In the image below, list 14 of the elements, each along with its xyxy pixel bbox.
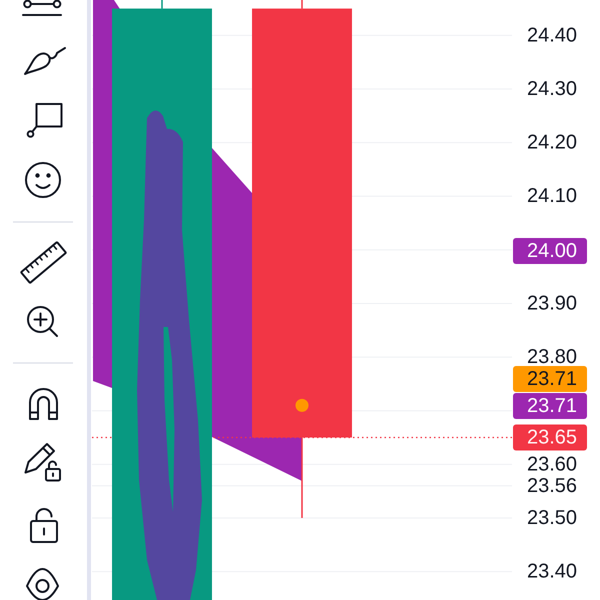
- text: 23.71: [527, 395, 578, 417]
- y-tick-label: 24.30: [527, 78, 578, 100]
- y-tick-label: 23.56: [527, 474, 578, 497]
- text: 24.00: [527, 240, 578, 262]
- y-tick-label: 23.50: [527, 506, 578, 529]
- y-tick-label: 23.40: [527, 560, 578, 583]
- y-tick-label: 23.90: [527, 292, 578, 314]
- ref-line-label: 23.65: [527, 426, 578, 449]
- y-tick-label: 24.40: [527, 24, 578, 46]
- y-tick-label: 24.10: [527, 185, 578, 208]
- text: 23.71: [527, 368, 578, 390]
- y-tick-label: 23.60: [527, 453, 578, 476]
- y-tick-label: 23.80: [527, 346, 578, 368]
- y-tick-label: 24.20: [527, 132, 578, 154]
